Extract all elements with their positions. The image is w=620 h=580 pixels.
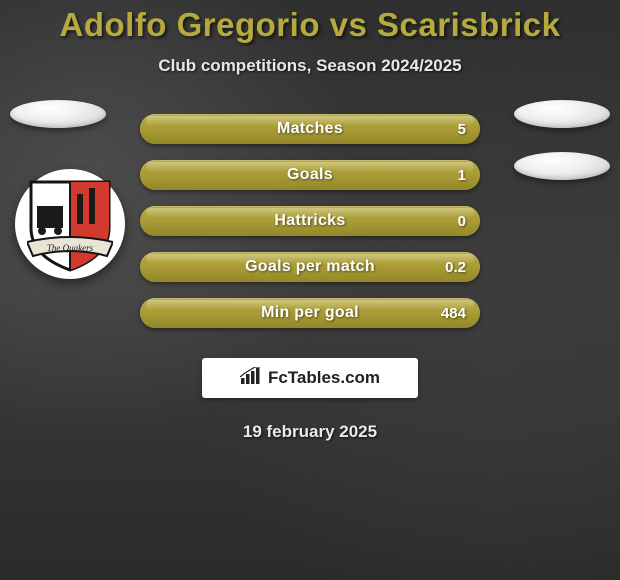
- stats-area: The Quakers Matches 5 Goals 1 Hattricks 0 Goal…: [0, 114, 620, 328]
- brand-box[interactable]: FcTables.com: [202, 358, 418, 398]
- club-badge: The Quakers: [15, 169, 125, 279]
- stat-row: Goals 1: [140, 160, 480, 190]
- player-photo-placeholder: [514, 152, 610, 180]
- stat-label: Hattricks: [274, 212, 345, 230]
- stat-label: Matches: [277, 120, 343, 138]
- stat-rows: Matches 5 Goals 1 Hattricks 0 Goals per match 0…: [140, 114, 480, 328]
- stat-row: Min per goal 484: [140, 298, 480, 328]
- stat-label: Goals per match: [245, 258, 375, 276]
- stat-value: 0.2: [445, 259, 466, 276]
- stat-row: Goals per match 0.2: [140, 252, 480, 282]
- club-badge-shield: The Quakers: [27, 176, 113, 272]
- stat-row: Matches 5: [140, 114, 480, 144]
- stat-value: 5: [458, 121, 466, 138]
- badge-banner-text: The Quakers: [47, 243, 94, 253]
- player-photo-placeholder: [10, 100, 106, 128]
- date-line: 19 february 2025: [0, 422, 620, 442]
- stat-row: Hattricks 0: [140, 206, 480, 236]
- stat-label: Min per goal: [261, 304, 359, 322]
- brand-text: FcTables.com: [268, 368, 380, 388]
- content-root: Adolfo Gregorio vs Scarisbrick Club comp…: [0, 0, 620, 580]
- stat-value: 484: [441, 305, 466, 322]
- page-title: Adolfo Gregorio vs Scarisbrick: [0, 0, 620, 44]
- stat-value: 1: [458, 167, 466, 184]
- player-photo-placeholder: [514, 100, 610, 128]
- stat-value: 0: [458, 213, 466, 230]
- stat-label: Goals: [287, 166, 333, 184]
- subtitle: Club competitions, Season 2024/2025: [0, 56, 620, 76]
- bar-chart-icon: [240, 367, 262, 390]
